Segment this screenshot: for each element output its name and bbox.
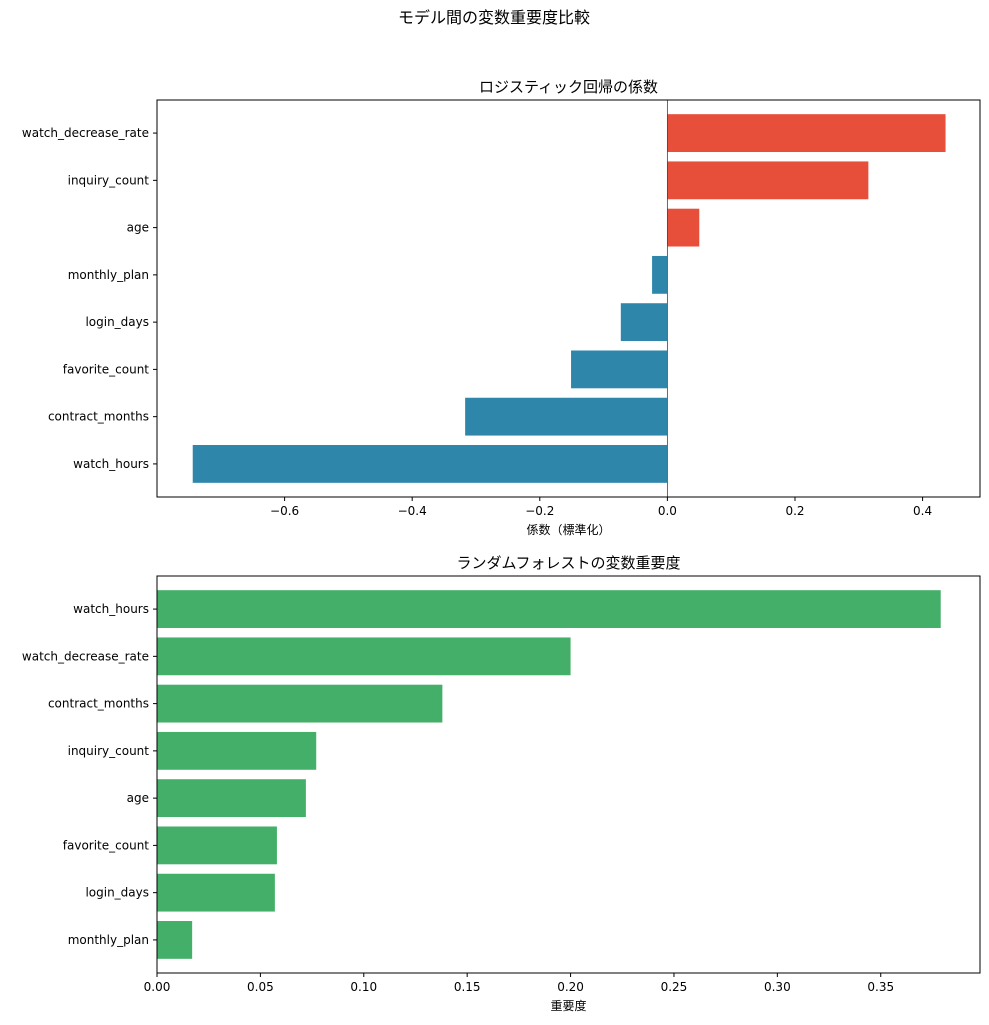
bar-favorite-count: [157, 826, 277, 865]
bar-login-days: [157, 873, 275, 912]
bar-watch-hours: [192, 445, 668, 483]
x-tick-label: 0.20: [557, 980, 584, 994]
axes-frame: [156, 99, 981, 498]
y-tick-label: watch_hours: [73, 457, 149, 471]
bar-monthly-plan: [652, 255, 668, 294]
x-tick-label: 0.15: [454, 980, 481, 994]
x-tick-label: −0.6: [270, 504, 299, 518]
y-tick-label: favorite_count: [63, 838, 150, 852]
y-tick-label: contract_months: [48, 410, 149, 424]
bar-login-days: [620, 303, 668, 342]
chart-title: ロジスティック回帰の係数: [479, 78, 658, 96]
bar-monthly-plan: [157, 921, 193, 959]
bar-favorite-count: [571, 350, 668, 389]
y-tick-label: login_days: [85, 886, 149, 900]
chart-title: ランダムフォレストの変数重要度: [456, 554, 680, 572]
y-tick-label: watch_hours: [73, 602, 149, 616]
bar-watch-decrease-rate: [667, 114, 946, 152]
y-tick-label: watch_decrease_rate: [22, 126, 149, 140]
bar-watch-hours: [157, 590, 941, 628]
coef-chart: ロジスティック回帰の係数 watch_decrease_rate inquiry_c…: [22, 78, 981, 537]
x-axis-label: 重要度: [550, 998, 586, 1013]
bar-inquiry-count: [667, 161, 869, 200]
bar-contract-months: [157, 684, 443, 723]
y-tick-label: monthly_plan: [68, 268, 149, 282]
x-tick-label: 0.10: [350, 980, 377, 994]
x-tick-label: 0.2: [785, 504, 804, 518]
bar-inquiry-count: [157, 731, 317, 770]
x-tick-label: 0.30: [764, 980, 791, 994]
y-tick-label: contract_months: [48, 697, 149, 711]
y-tick-label: favorite_count: [63, 362, 150, 376]
y-tick-label: inquiry_count: [68, 744, 150, 758]
importance-chart: ランダムフォレストの変数重要度 watch_hours watch_decrease…: [22, 554, 981, 1013]
x-tick-label: 0.35: [867, 980, 894, 994]
figure-suptitle: モデル間の変数重要度比較: [398, 8, 590, 27]
y-tick-label: watch_decrease_rate: [22, 649, 149, 663]
y-tick-label: age: [127, 221, 149, 235]
bar-watch-decrease-rate: [157, 637, 571, 676]
bar-age: [667, 208, 700, 247]
x-tick-label: 0.4: [913, 504, 932, 518]
x-tick-label: 0.00: [144, 980, 171, 994]
x-tick-label: −0.4: [398, 504, 427, 518]
axes-frame: [156, 575, 981, 974]
y-tick-label: age: [127, 791, 149, 805]
x-tick-label: 0.0: [658, 504, 677, 518]
y-tick-label: monthly_plan: [68, 933, 149, 947]
x-axis-label: 係数（標準化）: [526, 522, 610, 537]
bar-age: [157, 779, 306, 818]
y-tick-label: login_days: [85, 315, 149, 329]
x-tick-label: 0.25: [661, 980, 688, 994]
x-tick-label: 0.05: [247, 980, 274, 994]
x-tick-label: −0.2: [525, 504, 554, 518]
y-tick-label: inquiry_count: [68, 173, 150, 187]
bar-contract-months: [465, 397, 668, 436]
